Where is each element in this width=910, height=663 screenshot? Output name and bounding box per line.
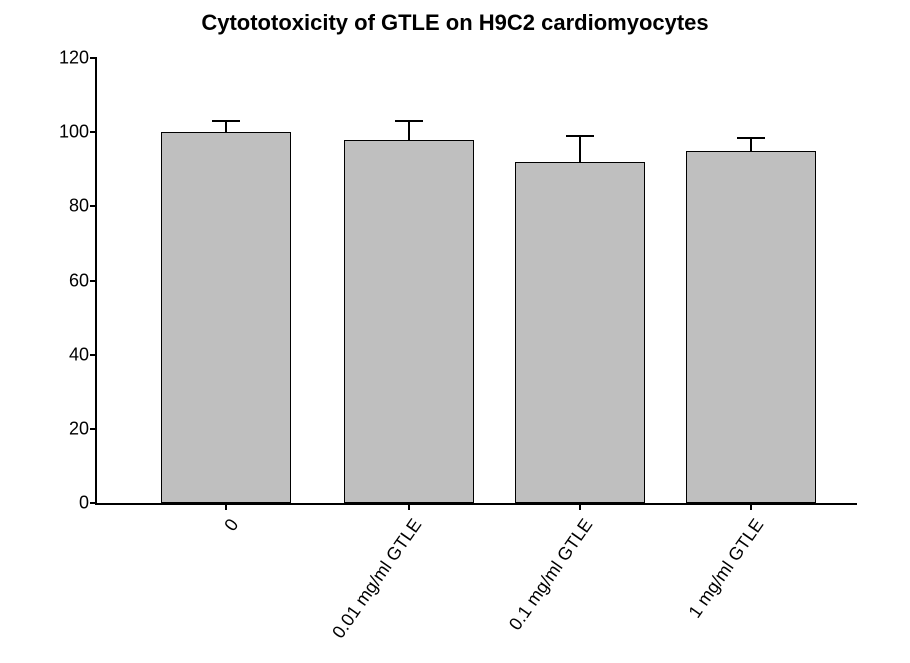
error-bar-cap [566,135,594,137]
error-bar [750,138,752,151]
x-tick-label: 1 mg/ml GTLE [684,515,768,622]
bar [686,151,816,503]
error-bar [225,121,227,132]
error-bar-cap [737,137,765,139]
x-tick-label: 0 [220,515,243,535]
error-bar-cap [395,120,423,122]
y-tick-label: 60 [69,270,97,291]
error-bar [579,136,581,162]
error-bar-cap [212,120,240,122]
y-tick-label: 80 [69,196,97,217]
x-tick-label: 0.1 mg/ml GTLE [504,515,596,634]
chart-container: Cytototoxicity of GTLE on H9C2 cardiomyo… [0,0,910,663]
error-bar [408,121,410,140]
y-tick-label: 40 [69,344,97,365]
bar [515,162,645,503]
y-tick-label: 120 [59,48,97,69]
y-tick-label: 0 [79,493,97,514]
x-tick-mark [408,503,410,510]
y-tick-label: 20 [69,418,97,439]
x-tick-label: 0.01 mg/ml GTLE [328,515,426,643]
x-tick-mark [750,503,752,510]
plot-area: 02040608010012000.01 mg/ml GTLE0.1 mg/ml… [95,58,857,505]
chart-title: Cytototoxicity of GTLE on H9C2 cardiomyo… [0,10,910,36]
x-tick-mark [579,503,581,510]
x-tick-mark [225,503,227,510]
y-tick-label: 100 [59,122,97,143]
bar [161,132,291,503]
bar [344,140,474,503]
